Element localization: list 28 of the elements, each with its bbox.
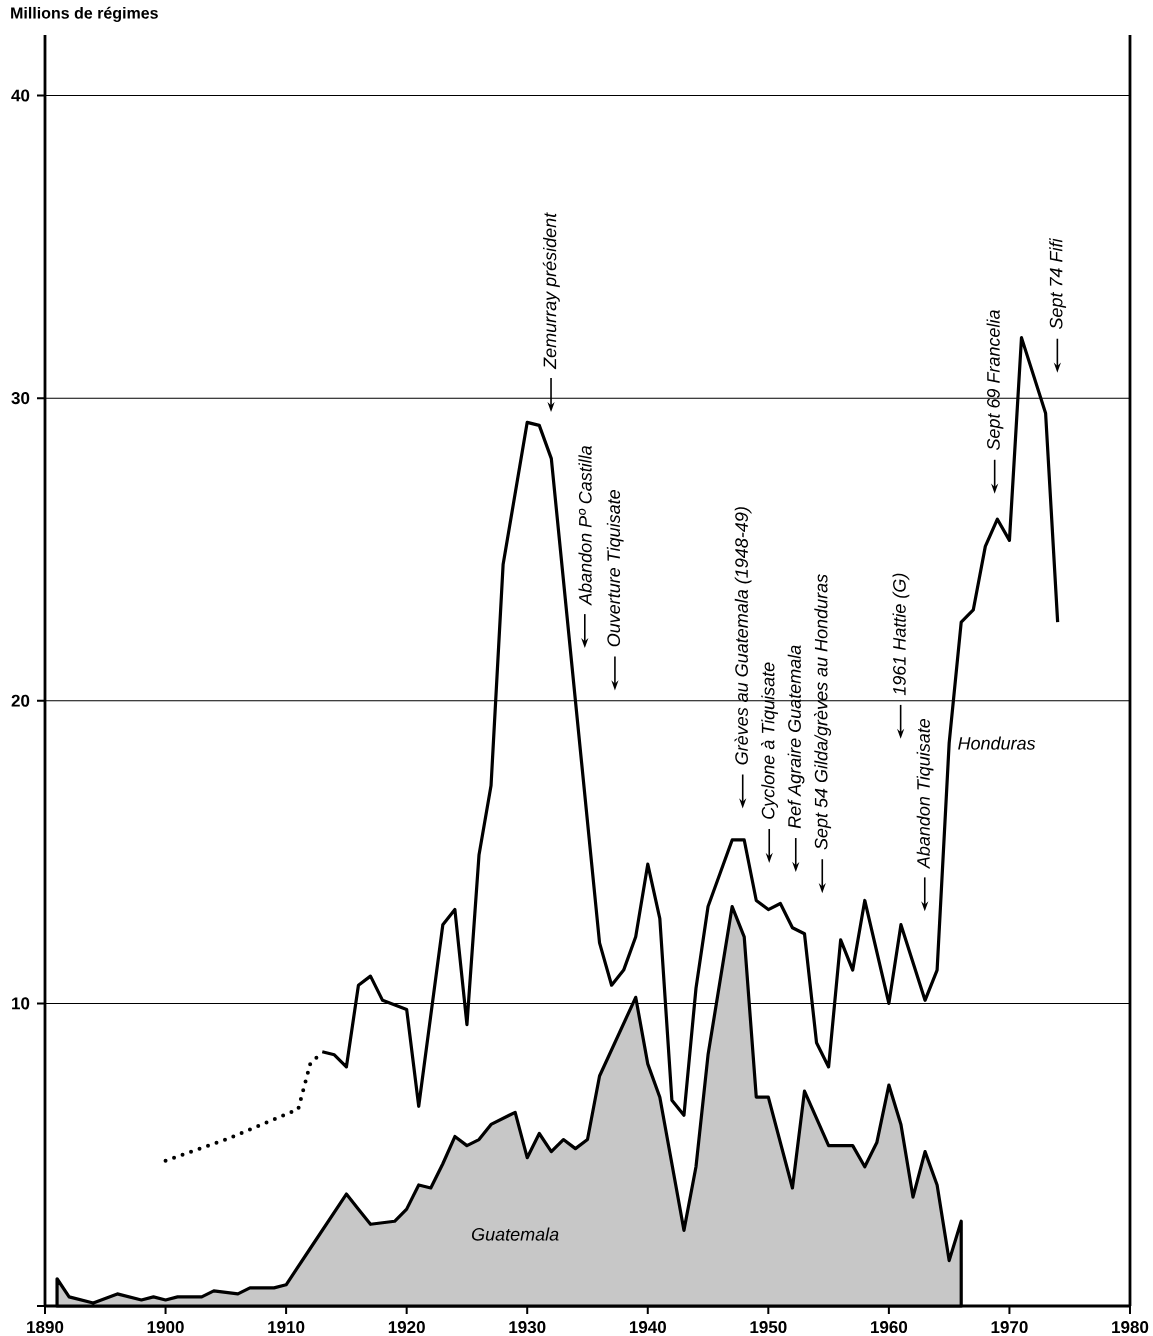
y-tick-label: 10 xyxy=(12,997,30,1010)
annotation: 1961 Hattie (G) xyxy=(892,573,910,696)
annotation: Ouverture Tiquisate xyxy=(606,490,624,647)
series-label: Honduras xyxy=(958,736,1036,750)
x-tick-label: 1940 xyxy=(629,1321,666,1334)
x-tick-label: 1920 xyxy=(388,1321,425,1334)
annotation: Abandon Tiquisate xyxy=(916,718,934,870)
x-tick-label: 1970 xyxy=(991,1321,1028,1334)
annotation: Grèves au Guatemala (1948-49) xyxy=(734,507,752,765)
annotation: Abandon Pº Castilla xyxy=(578,445,592,606)
x-tick-label: 1910 xyxy=(268,1321,305,1334)
x-tick-label: 1900 xyxy=(147,1321,184,1334)
annotation: Ref Agraire Guatemala xyxy=(787,645,805,829)
y-tick-label: 20 xyxy=(11,694,30,707)
annotation: Zemurray président xyxy=(542,212,560,370)
x-tick-label: 1950 xyxy=(750,1321,787,1334)
annotation: Sept 69 Francelia xyxy=(986,310,1004,451)
y-axis-title: Millions de régimes xyxy=(11,6,158,22)
y-tick-label: 30 xyxy=(11,392,30,405)
y-tick-label: 40 xyxy=(11,89,30,102)
x-tick-label: 1960 xyxy=(871,1321,908,1334)
x-tick-label: 1890 xyxy=(27,1321,64,1334)
annotation: Sept 74 Fifi xyxy=(1049,238,1067,330)
series-label: Guatemala xyxy=(471,1227,559,1241)
x-tick-label: 1980 xyxy=(1112,1321,1149,1334)
x-tick-label: 1930 xyxy=(509,1321,546,1334)
annotation: Cyclone à Tiquisate xyxy=(761,662,779,819)
annotation: Sept 54 Gilda/grèves au Honduras xyxy=(814,574,832,850)
